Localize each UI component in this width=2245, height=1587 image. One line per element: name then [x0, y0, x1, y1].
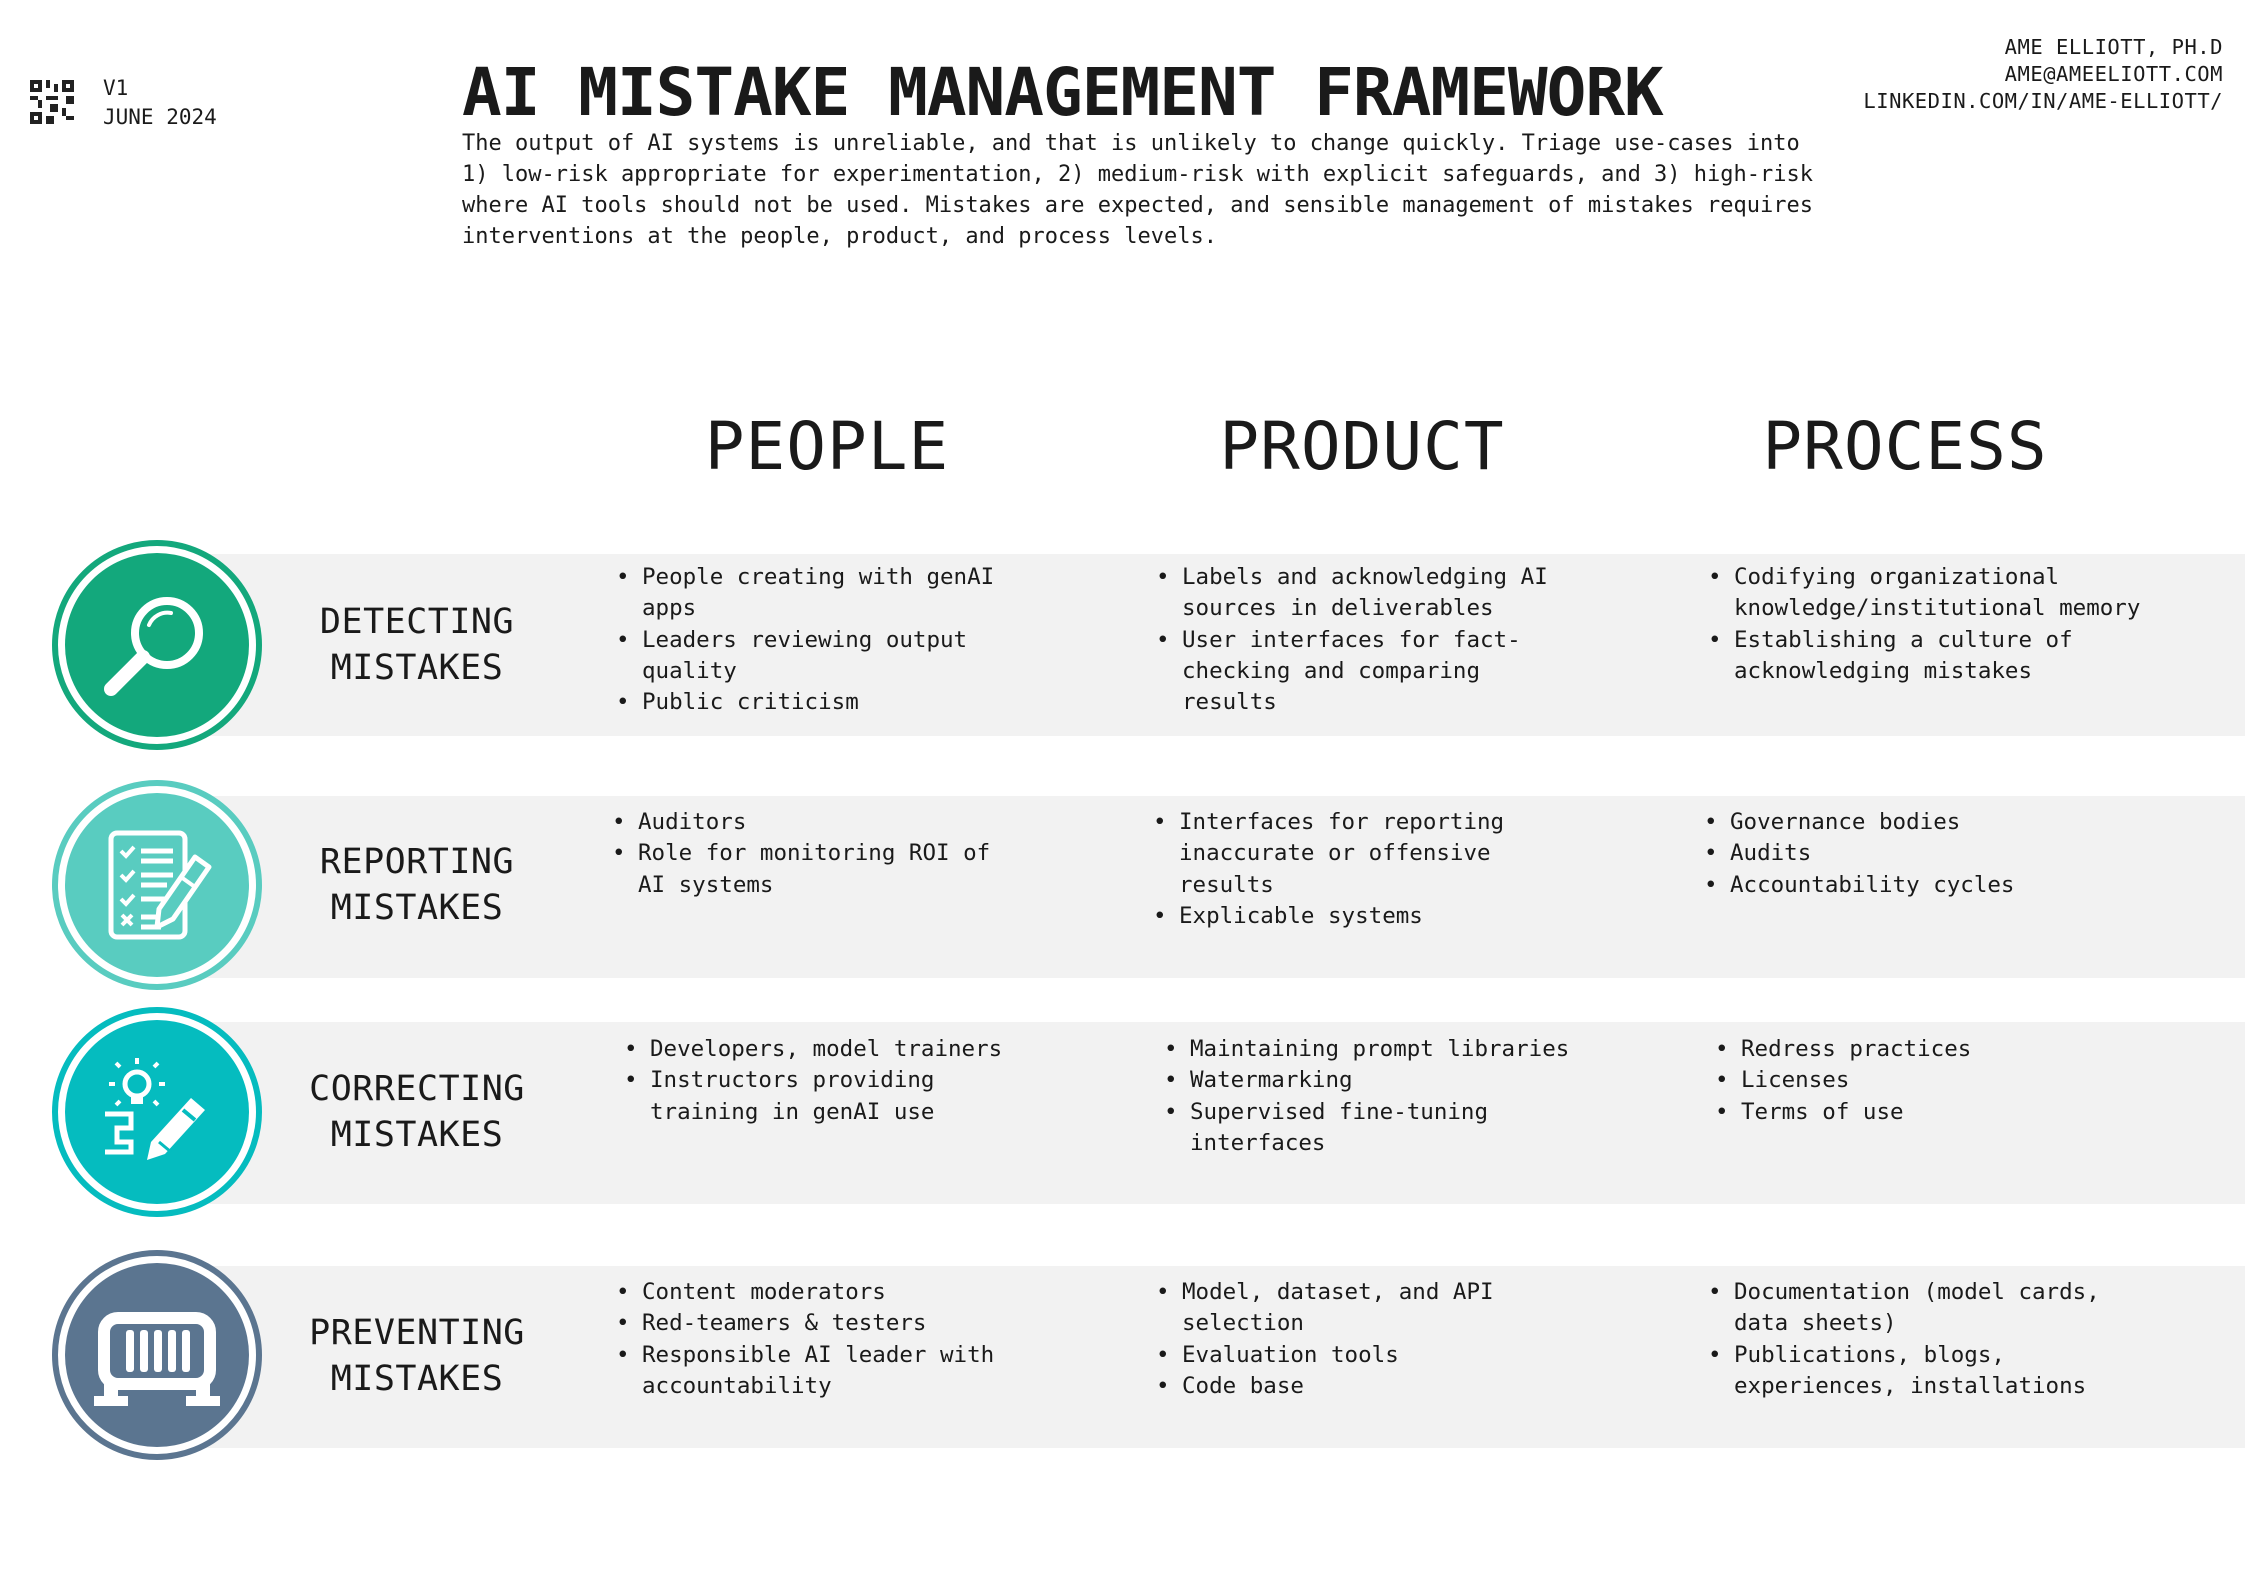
cell-preventing-product: Model, dataset, and API selection Evalua… — [1154, 1277, 1574, 1402]
row-circle-reporting — [52, 780, 262, 990]
magnifier-icon — [104, 597, 203, 696]
list-item: Explicable systems — [1151, 901, 1571, 933]
list-item: Developers, model trainers — [622, 1034, 1042, 1066]
page-title: AI MISTAKE MANAGEMENT FRAMEWORK — [462, 54, 1664, 131]
qr-code-icon — [30, 80, 74, 124]
row-circle-preventing — [52, 1250, 262, 1460]
list-item: Establishing a culture of acknowledging … — [1706, 625, 2146, 688]
list-item: Audits — [1702, 838, 2142, 870]
cell-detecting-people: People creating with genAI apps Leaders … — [614, 562, 1034, 719]
row-label-reporting: REPORTING MISTAKES — [300, 839, 534, 931]
cell-reporting-people: Auditors Role for monitoring ROI of AI s… — [610, 807, 1030, 901]
list-item: Auditors — [610, 807, 1030, 839]
list-item: Redress practices — [1713, 1034, 2153, 1066]
cell-reporting-product: Interfaces for reporting inaccurate or o… — [1151, 807, 1571, 932]
column-header-product: PRODUCT — [1219, 408, 1505, 485]
list-item: Leaders reviewing output quality — [614, 625, 1034, 688]
version-date: JUNE 2024 — [103, 105, 217, 129]
lightbulb-pencil-icon — [105, 1058, 205, 1160]
list-item: Maintaining prompt libraries — [1162, 1034, 1582, 1066]
row-circle-correcting — [52, 1007, 262, 1217]
list-item: Licenses — [1713, 1065, 2153, 1097]
list-item: Labels and acknowledging AI sources in d… — [1154, 562, 1574, 625]
row-label-correcting: CORRECTING MISTAKES — [300, 1066, 534, 1158]
barrier-icon — [94, 1312, 220, 1406]
list-item: Interfaces for reporting inaccurate or o… — [1151, 807, 1571, 901]
list-item: Public criticism — [614, 687, 1034, 719]
list-item: Documentation (model cards, data sheets) — [1706, 1277, 2146, 1340]
row-label-line: MISTAKES — [330, 1115, 504, 1155]
cell-correcting-people: Developers, model trainers Instructors p… — [622, 1034, 1042, 1128]
cell-reporting-process: Governance bodies Audits Accountability … — [1702, 807, 2142, 901]
list-item: Terms of use — [1713, 1097, 2153, 1129]
row-label-line: DETECTING — [319, 602, 515, 642]
list-item: Red-teamers & testers — [614, 1308, 1034, 1340]
column-header-process: PROCESS — [1762, 408, 2048, 485]
list-item: Role for monitoring ROI of AI systems — [610, 838, 1030, 901]
row-label-line: MISTAKES — [330, 648, 504, 688]
list-item: Supervised fine-tuning interfaces — [1162, 1097, 1582, 1160]
list-item: Evaluation tools — [1154, 1340, 1574, 1372]
list-item: People creating with genAI apps — [614, 562, 1034, 625]
list-item: Code base — [1154, 1371, 1574, 1403]
row-label-line: CORRECTING — [309, 1069, 525, 1109]
version-label: V1 — [103, 76, 129, 100]
cell-correcting-process: Redress practices Licenses Terms of use — [1713, 1034, 2153, 1128]
cell-detecting-process: Codifying organizational knowledge/insti… — [1706, 562, 2146, 687]
author-linkedin[interactable]: LINKEDIN.COM/IN/AME-ELLIOTT/ — [1863, 89, 2223, 113]
list-item: Responsible AI leader with accountabilit… — [614, 1340, 1034, 1403]
cell-preventing-people: Content moderators Red-teamers & testers… — [614, 1277, 1034, 1402]
list-item: Watermarking — [1162, 1065, 1582, 1097]
row-label-line: MISTAKES — [330, 888, 504, 928]
author-name: AME ELLIOTT, PH.D — [2004, 35, 2223, 59]
author-info: AME ELLIOTT, PH.D AME@AMEELIOTT.COM LINK… — [1863, 34, 2223, 115]
row-circle-detecting — [52, 540, 262, 750]
row-label-line: PREVENTING — [309, 1313, 525, 1353]
list-item: Instructors providing training in genAI … — [622, 1065, 1042, 1128]
list-item: Content moderators — [614, 1277, 1034, 1309]
author-email[interactable]: AME@AMEELIOTT.COM — [2004, 62, 2223, 86]
row-label-preventing: PREVENTING MISTAKES — [300, 1310, 534, 1402]
cell-detecting-product: Labels and acknowledging AI sources in d… — [1154, 562, 1574, 718]
cell-correcting-product: Maintaining prompt libraries Watermarkin… — [1162, 1034, 1582, 1159]
row-label-detecting: DETECTING MISTAKES — [300, 599, 534, 691]
row-label-line: MISTAKES — [330, 1359, 504, 1399]
list-item: Governance bodies — [1702, 807, 2142, 839]
list-item: User interfaces for fact-checking and co… — [1154, 625, 1574, 719]
version-info: V1 JUNE 2024 — [103, 74, 217, 132]
list-item: Accountability cycles — [1702, 870, 2142, 902]
list-item: Publications, blogs, experiences, instal… — [1706, 1340, 2146, 1403]
cell-preventing-process: Documentation (model cards, data sheets)… — [1706, 1277, 2146, 1402]
row-label-line: REPORTING — [319, 842, 515, 882]
intro-text: The output of AI systems is unreliable, … — [462, 131, 1814, 249]
list-item: Codifying organizational knowledge/insti… — [1706, 562, 2146, 625]
list-item: Model, dataset, and API selection — [1154, 1277, 1574, 1340]
column-header-people: PEOPLE — [704, 408, 950, 485]
checklist-icon — [108, 830, 212, 940]
